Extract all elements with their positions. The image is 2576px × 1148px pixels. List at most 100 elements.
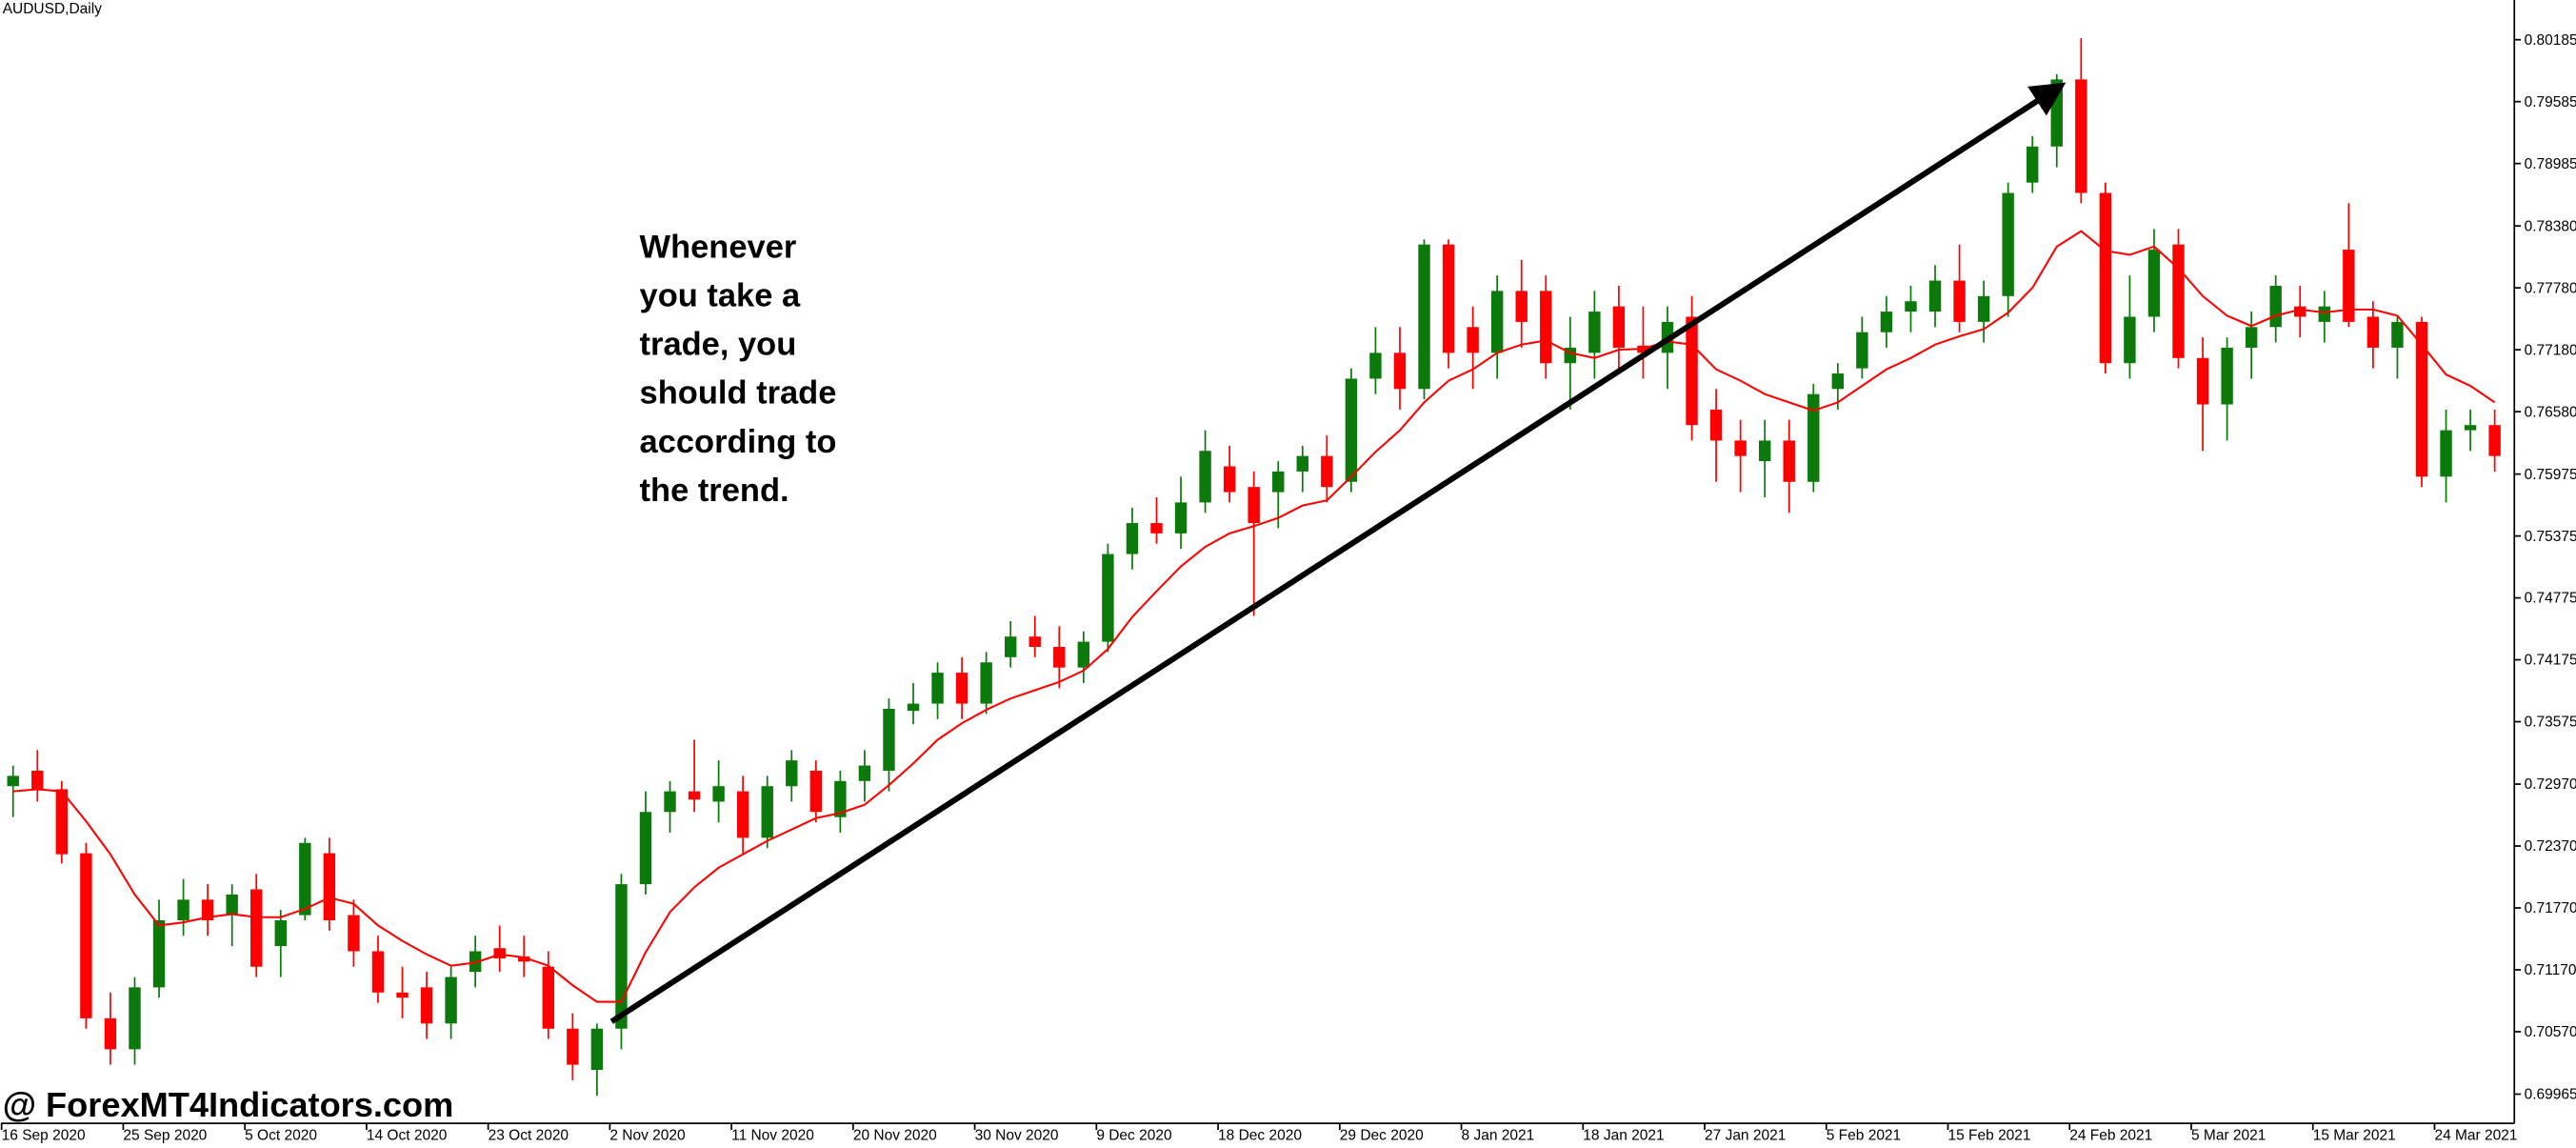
x-tick-label: 15 Mar 2021	[2313, 1127, 2396, 1143]
y-tick-label: 0.72370	[2525, 838, 2576, 855]
x-tick-label: 24 Mar 2021	[2434, 1127, 2517, 1143]
annotation-line: Whenever	[640, 230, 797, 266]
candle-body	[1540, 291, 1552, 364]
chart-title: AUDUSD,Daily	[3, 1, 102, 17]
candle-body	[348, 915, 360, 952]
candle-body	[226, 894, 238, 916]
annotation-line: the trend.	[640, 473, 789, 509]
x-tick-label: 20 Nov 2020	[853, 1127, 937, 1143]
candle-body	[1831, 373, 1845, 390]
candle-body	[299, 842, 311, 916]
candle-body	[1588, 312, 1601, 353]
y-tick-label: 0.75975	[2525, 467, 2576, 483]
x-tick-label: 29 Dec 2020	[1340, 1127, 1424, 1143]
x-tick-label: 5 Mar 2021	[2191, 1127, 2266, 1143]
y-tick-label: 0.76580	[2525, 404, 2576, 420]
y-tick-label: 0.79585	[2525, 94, 2576, 111]
candle-body	[1369, 352, 1382, 379]
x-tick-label: 9 Dec 2020	[1096, 1127, 1172, 1143]
candle-body	[980, 662, 992, 704]
candle-body	[1612, 306, 1626, 348]
candle-body	[1977, 295, 1990, 322]
candle-body	[858, 765, 871, 781]
candle-body	[955, 673, 968, 704]
candle-body	[1880, 312, 1893, 332]
candle-body	[2269, 285, 2282, 328]
candle-body	[1296, 455, 1308, 472]
candle-body	[907, 703, 920, 712]
candle-body	[2245, 327, 2258, 348]
candle-body	[2391, 321, 2404, 348]
candle-body	[493, 948, 506, 959]
y-tick-label: 0.74175	[2525, 653, 2576, 669]
candle-body	[1490, 291, 1504, 353]
candle-body	[1102, 554, 1114, 642]
candle-body	[2221, 347, 2233, 405]
y-tick-label: 0.70570	[2525, 1024, 2576, 1040]
candle-body	[1758, 440, 1771, 462]
candle-body	[2075, 79, 2087, 193]
watermark: @ ForexMT4Indicators.com	[3, 1085, 454, 1124]
candle-body	[371, 951, 385, 993]
plot-area	[7, 38, 2501, 1097]
candle-body	[1126, 523, 1139, 554]
candle-body	[2318, 306, 2330, 322]
candle-body	[639, 812, 652, 885]
candle-body	[2343, 250, 2355, 322]
candle-body	[1734, 440, 1747, 456]
candle-body	[420, 987, 433, 1024]
candle-body	[542, 966, 554, 1029]
candle-body	[883, 708, 895, 771]
candle-body	[2415, 321, 2428, 477]
annotation-line: trade, you	[640, 327, 797, 363]
x-tick-label: 8 Jan 2021	[1462, 1127, 1535, 1143]
y-tick-label: 0.73575	[2525, 715, 2576, 731]
annotation-line: according to	[640, 424, 837, 460]
candle-body	[2464, 425, 2477, 431]
y-tick-label: 0.72970	[2525, 776, 2576, 793]
annotation-line: you take a	[640, 278, 801, 314]
candle-body	[2172, 244, 2185, 358]
x-tick-label: 30 Nov 2020	[975, 1127, 1059, 1143]
y-tick-label: 0.75375	[2525, 529, 2576, 545]
candle-body	[615, 884, 628, 1029]
y-tick-label: 0.78985	[2525, 156, 2576, 172]
candle-body	[590, 1028, 604, 1071]
y-tick-label: 0.80185	[2525, 32, 2576, 49]
x-tick-label: 18 Jan 2021	[1583, 1127, 1664, 1143]
candle-body	[1686, 316, 1698, 426]
candle-body	[445, 977, 457, 1024]
candle-body	[201, 899, 214, 920]
candle-body	[761, 786, 773, 838]
candle-body	[931, 673, 944, 704]
candle-body	[1393, 352, 1407, 390]
candle-body	[2002, 192, 2014, 296]
candle-body	[1856, 332, 1868, 369]
candle-body	[250, 889, 263, 967]
candle-body	[1223, 466, 1236, 493]
candle-body	[1928, 280, 1942, 312]
candle-body	[396, 992, 409, 998]
candle-body	[1953, 280, 1966, 322]
candle-body	[809, 770, 823, 813]
candle-body	[712, 786, 725, 802]
candle-body	[1053, 647, 1066, 668]
candle-body	[1709, 409, 1723, 441]
moving-average-line	[12, 230, 2496, 1003]
y-tick-label: 0.77180	[2525, 342, 2576, 358]
candle-body	[1442, 244, 1455, 353]
candle-body	[55, 789, 69, 855]
y-tick-label: 0.78380	[2525, 218, 2576, 234]
x-tick-label: 24 Feb 2021	[2069, 1127, 2152, 1143]
candle-body	[518, 956, 530, 962]
candle-body	[2027, 146, 2039, 183]
x-tick-label: 5 Feb 2021	[1827, 1127, 1901, 1143]
candle-body	[2366, 316, 2380, 348]
x-tick-label: 14 Oct 2020	[367, 1127, 448, 1143]
y-tick-label: 0.69965	[2525, 1087, 2576, 1103]
candle-body	[1199, 451, 1211, 503]
candle-body	[1248, 487, 1260, 524]
trend-arrow	[609, 82, 2067, 1024]
